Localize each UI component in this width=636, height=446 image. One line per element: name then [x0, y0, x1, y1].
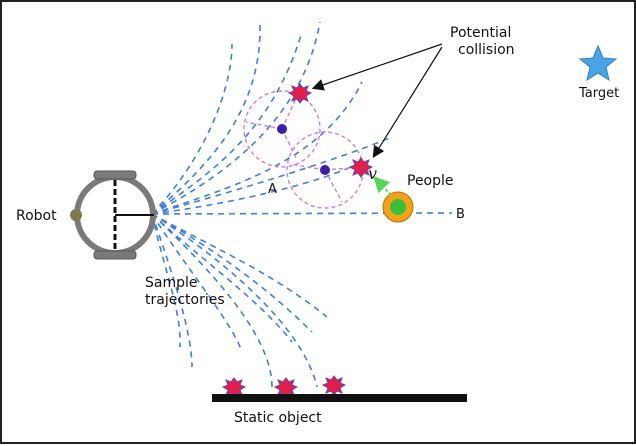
trajectory: [151, 21, 321, 215]
trajectory: [151, 136, 393, 215]
trajectory: [151, 213, 328, 318]
target-star-icon: [578, 44, 618, 82]
collision-pointer-arrow: [372, 46, 443, 159]
sample-trajectories: [151, 21, 453, 388]
people-label: People: [407, 173, 454, 189]
potential-collision-label-2: collision: [458, 42, 515, 58]
target-label: Target: [578, 86, 619, 101]
trajectory: [151, 43, 233, 215]
trajectory: [151, 213, 193, 368]
potential-collision-label-1: Potential: [450, 25, 511, 41]
trajectory: [151, 23, 261, 215]
trajectory: [151, 161, 363, 215]
person-icon: [382, 191, 414, 223]
robot-label: Robot: [16, 208, 57, 224]
trajectory: [151, 81, 363, 215]
trajectory: [151, 31, 303, 215]
prediction-center: [320, 165, 330, 175]
trajectory: [151, 213, 273, 388]
trajectory: [151, 213, 181, 348]
trajectory: [151, 213, 293, 343]
velocity-arrow: [373, 176, 392, 196]
collision-icon: [221, 83, 374, 398]
point-b-label: B: [456, 207, 465, 222]
robot-icon: [70, 170, 156, 260]
sample-trajectories-label-2: trajectories: [145, 292, 225, 308]
static-object-bar: [212, 394, 467, 402]
static-object-label: Static object: [234, 410, 322, 426]
sample-trajectories-label-1: Sample: [145, 275, 198, 291]
point-a-label: A: [268, 182, 277, 197]
trajectory: [151, 213, 243, 353]
prediction-circle: [243, 90, 321, 168]
velocity-label: v: [368, 164, 377, 183]
collision-pointer-arrow: [311, 43, 443, 91]
trajectory: [151, 213, 318, 388]
prediction-center: [277, 124, 287, 134]
